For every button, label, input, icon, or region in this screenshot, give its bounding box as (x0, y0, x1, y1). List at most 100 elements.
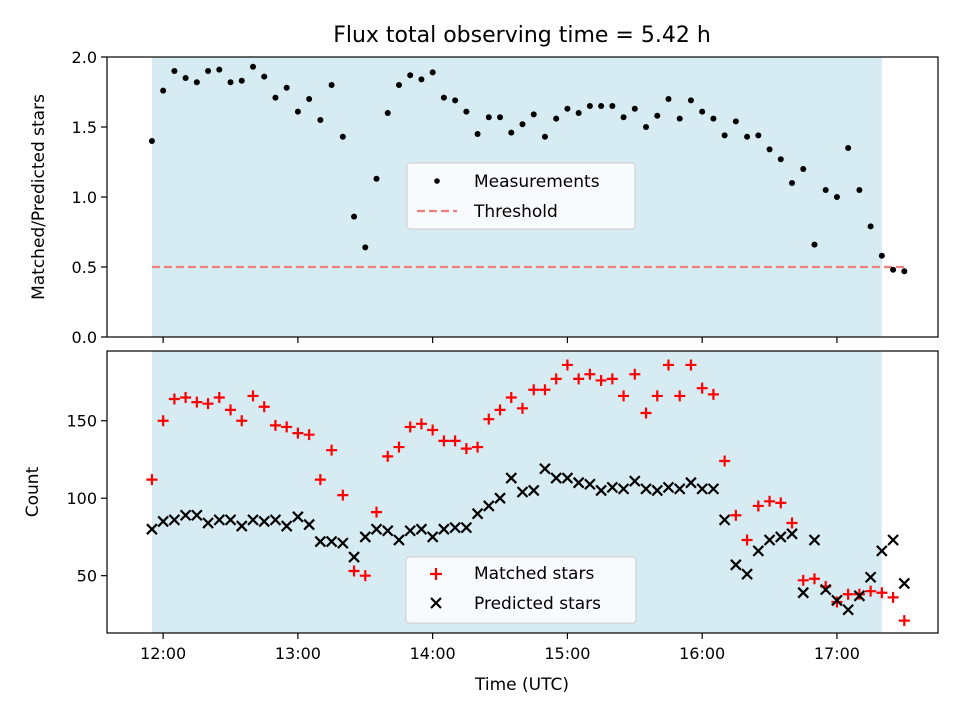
matched-star-point (393, 441, 405, 453)
bottom-y-axis-label: Count (23, 466, 43, 517)
matched-star-point (786, 517, 798, 529)
matched-star-point (550, 373, 562, 385)
matched-star-point (561, 359, 573, 371)
measurement-point (362, 244, 369, 251)
matched-star-point (629, 368, 641, 380)
matched-star-point (303, 429, 315, 441)
matched-star-point (415, 418, 427, 430)
measurement-point (160, 87, 167, 94)
measurement-point (530, 111, 537, 118)
matched-star-point (404, 421, 416, 433)
measurement-point (845, 145, 852, 151)
top-legend-box (406, 162, 636, 230)
bottom-y-tick-label: 50 (77, 567, 97, 586)
matched-star-point (640, 407, 652, 419)
matched-star-point (797, 574, 809, 586)
matched-star-point (775, 497, 787, 509)
matched-star-point (539, 384, 551, 396)
bottom-y-tick-label: 150 (66, 412, 97, 431)
matched-star-point (483, 413, 495, 425)
matched-star-point (898, 615, 910, 627)
measurement-point (564, 105, 571, 112)
predicted-star-point (662, 481, 675, 494)
measurement-point (306, 96, 313, 102)
predicted-star-point (460, 521, 473, 534)
chart-title: Flux total observing time = 5.42 h (333, 23, 711, 48)
measurement-point (519, 121, 526, 128)
bottom-x-ticks: 12:00 13:00 14:00 15:00 16:00 17:00 (140, 633, 860, 663)
measurement-point (586, 103, 593, 109)
predicted-star-point (819, 583, 832, 596)
predicted-star-point (202, 517, 214, 529)
matched-star-point (314, 474, 326, 486)
predicted-star-point (325, 535, 338, 548)
measurement-point (789, 180, 796, 186)
predicted-star-point (426, 531, 439, 543)
measurement-point (856, 187, 863, 193)
predicted-star-point (842, 603, 854, 616)
predicted-star-point (527, 484, 540, 497)
predicted-star-point (550, 472, 562, 484)
matched-star-point (258, 401, 270, 413)
measurement-point (766, 146, 773, 153)
matched-star-point (595, 374, 607, 386)
measurement-point (474, 131, 481, 137)
measurement-point (463, 108, 470, 115)
predicted-star-point (651, 484, 664, 497)
measurement-point (901, 268, 908, 275)
predicted-star-point (876, 545, 888, 557)
measurement-point (249, 63, 256, 70)
top-y-tick-label: 2.0 (72, 48, 97, 67)
matched-star-point (584, 368, 596, 380)
predicted-star-point (775, 531, 787, 543)
matched-star-point (662, 359, 674, 371)
measurement-point (687, 97, 694, 104)
predicted-star-point (213, 514, 226, 526)
predicted-star-point (640, 483, 652, 495)
measurement-point (744, 133, 751, 140)
matched-star-point (685, 359, 697, 371)
matched-star-point (348, 565, 360, 577)
matched-star-point (438, 435, 450, 447)
matched-star-point (157, 415, 169, 427)
legend-predicted-label: Predicted stars (474, 594, 601, 614)
measurement-point (440, 94, 447, 101)
measurement-point (384, 110, 391, 116)
predicted-star-point (314, 535, 327, 548)
matched-star-point (225, 404, 237, 416)
matched-star-point (292, 427, 304, 439)
measurement-point (272, 94, 279, 101)
bottom-y-tick-label: 100 (66, 489, 97, 508)
matched-star-point (494, 404, 506, 416)
measurement-point (429, 69, 436, 76)
bottom-legend: Matched stars Predicted stars (405, 556, 637, 624)
matched-star-point (427, 424, 439, 436)
measurement-point (822, 187, 829, 193)
measurement-point (497, 114, 504, 121)
predicted-star-point (505, 472, 518, 484)
measurement-point (665, 96, 672, 102)
measurement-point (508, 129, 515, 136)
predicted-star-point (561, 472, 574, 484)
matched-star-point (180, 391, 192, 403)
matched-star-point (449, 435, 461, 447)
measurement-point (598, 103, 605, 109)
measurement-point (811, 241, 818, 248)
matched-star-point (865, 585, 877, 597)
predicted-star-point (449, 521, 461, 534)
bottom-y-ticks: 50 100 150 (66, 412, 107, 586)
predicted-star-point (595, 484, 607, 497)
measurement-point (205, 68, 212, 74)
matched-star-point (146, 474, 158, 486)
bottom-x-tick-label: 15:00 (544, 644, 590, 663)
predicted-star-point (673, 483, 686, 495)
predicted-star-point (235, 520, 248, 532)
bottom-x-tick-label: 12:00 (140, 644, 186, 663)
predicted-star-point (606, 481, 619, 494)
predicted-star-point (348, 551, 360, 563)
measurement-point (676, 115, 683, 122)
matched-star-point (528, 384, 540, 396)
top-y-tick-label: 1.0 (72, 188, 97, 207)
legend-matched-marker (430, 568, 442, 580)
